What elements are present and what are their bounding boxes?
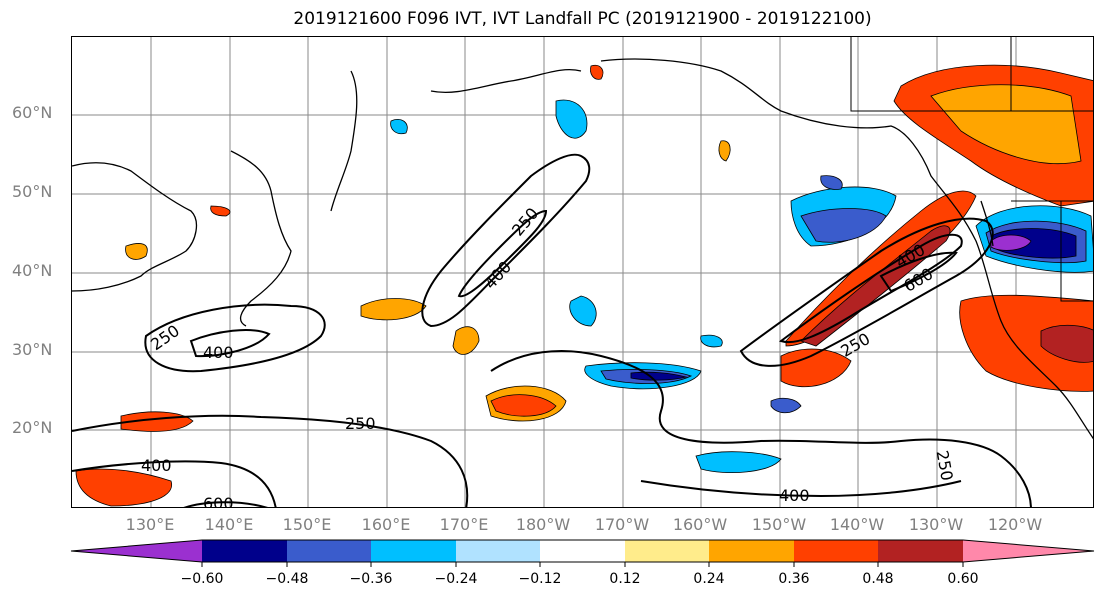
contour-label: 250 — [147, 321, 183, 354]
colorbar-tick-label: −0.48 — [265, 571, 309, 587]
colorbar-segment — [202, 540, 287, 562]
colorbar-segment — [794, 540, 878, 562]
colorbar-segment — [878, 540, 963, 562]
colorbar-tick-label: 0.24 — [693, 571, 725, 587]
ivt-contours — [72, 153, 1032, 507]
colorbar-extend-low — [71, 540, 202, 562]
colorbar-segment — [709, 540, 794, 562]
lon-label: 140°E — [204, 515, 254, 534]
lat-label: 60°N — [12, 103, 53, 122]
coastlines — [72, 58, 1093, 440]
contour-label: 400 — [203, 343, 234, 362]
colorbar-segment — [456, 540, 540, 562]
lon-label: 170°E — [439, 515, 489, 534]
contour-label: 250 — [345, 414, 376, 433]
colorbar-tick-label: −0.24 — [434, 571, 478, 587]
contour-label: 400 — [779, 486, 810, 505]
lon-label: 140°W — [829, 515, 885, 534]
pc-shading — [75, 64, 1093, 507]
lon-label: 130°E — [125, 515, 175, 534]
lon-label: 150°W — [751, 515, 807, 534]
colorbar-tick-label: −0.12 — [518, 571, 562, 587]
lon-label: 150°E — [282, 515, 332, 534]
colorbar-tick-label: 0.36 — [778, 571, 810, 587]
contour-label: 250 — [933, 449, 957, 482]
lon-label: 180°W — [515, 515, 571, 534]
lat-label: 20°N — [12, 418, 53, 437]
borders — [850, 37, 1093, 302]
map-title: 2019121600 F096 IVT, IVT Landfall PC (20… — [293, 9, 872, 29]
colorbar-segment — [625, 540, 709, 562]
colorbar-tick-label: 0.48 — [862, 571, 894, 587]
contour-label: 600 — [203, 494, 234, 508]
map-panel: 250 400 250 400 250 400 600 400 600 250 … — [71, 36, 1094, 508]
map-svg: 250 400 250 400 250 400 600 400 600 250 … — [72, 37, 1093, 508]
contour-label: 400 — [141, 456, 172, 475]
colorbar-tick-label: −0.60 — [180, 571, 224, 587]
lon-label: 120°W — [987, 515, 1043, 534]
colorbar-segment — [287, 540, 371, 562]
colorbar-segment — [540, 540, 625, 562]
colorbar-tick-label: 0.12 — [609, 571, 641, 587]
colorbar-tick-label: −0.36 — [349, 571, 393, 587]
graticule — [72, 37, 1093, 507]
lon-label: 160°E — [361, 515, 411, 534]
lat-label: 30°N — [12, 340, 53, 359]
colorbar-extend-high — [963, 540, 1094, 562]
lat-label: 50°N — [12, 182, 53, 201]
lat-label: 40°N — [12, 261, 53, 280]
lon-label: 130°W — [908, 515, 964, 534]
lon-label: 160°W — [672, 515, 728, 534]
colorbar-tick-label: 0.60 — [947, 571, 979, 587]
colorbar — [70, 539, 1095, 567]
lon-label: 170°W — [594, 515, 650, 534]
colorbar-segment — [371, 540, 456, 562]
